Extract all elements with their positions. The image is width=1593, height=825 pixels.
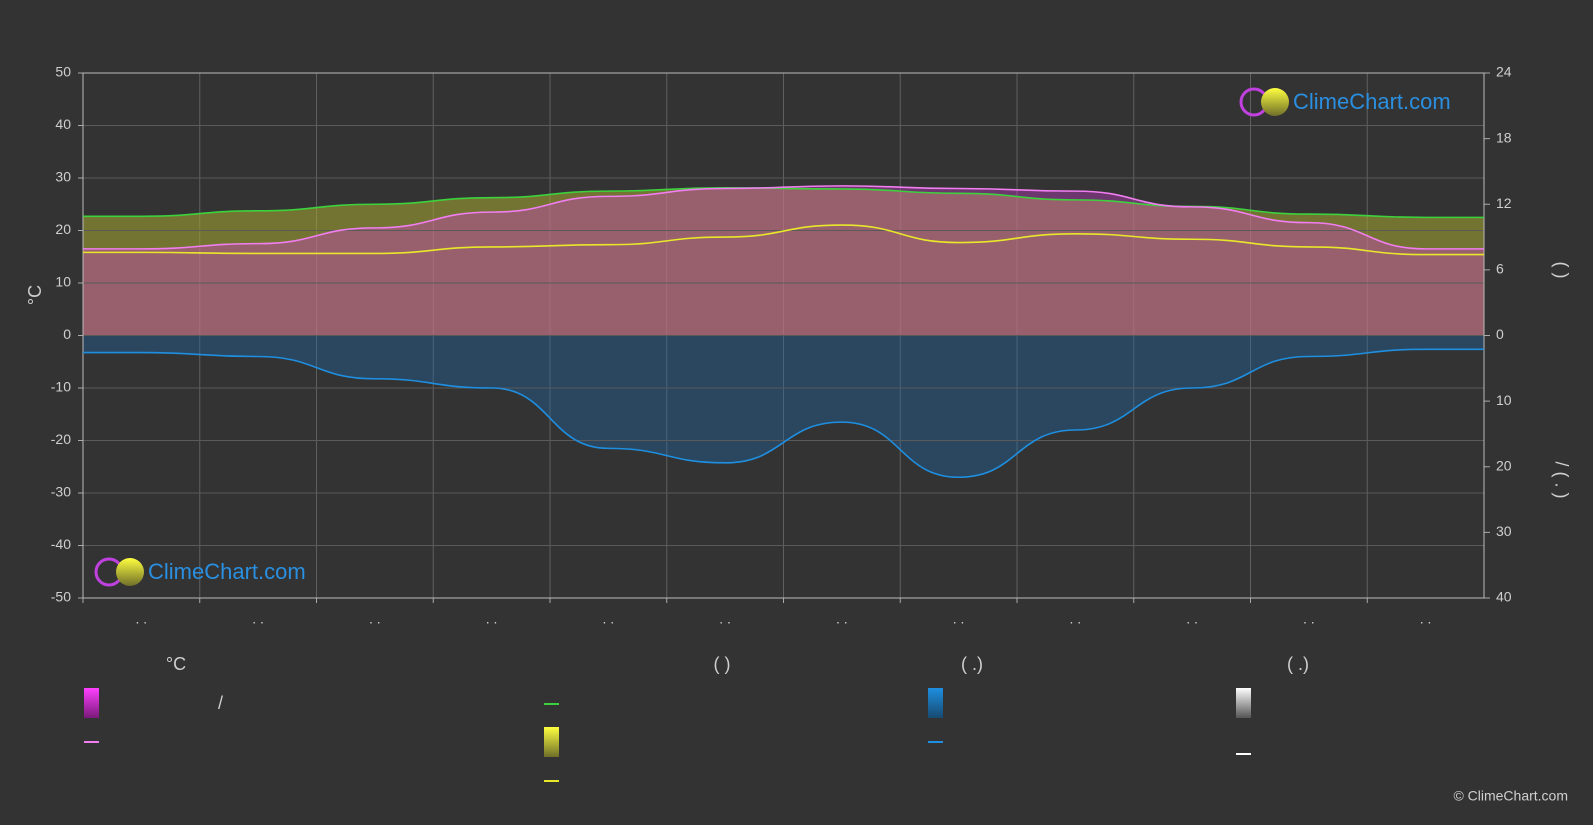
area — [83, 335, 1484, 478]
y2-tick-label: 24 — [1496, 64, 1512, 80]
legend-swatch — [544, 727, 559, 757]
legend-heading: °C — [166, 654, 186, 674]
legend-heading: ( .) — [1287, 654, 1309, 674]
x-tick-label: . . — [252, 611, 264, 627]
logo-sun — [116, 558, 144, 586]
legend: °C ( ) ( .) ( .) / — [84, 654, 1309, 757]
y-tick-label: -30 — [51, 484, 71, 500]
y2-tick-label: 18 — [1496, 129, 1512, 145]
y3-tick-label: 30 — [1496, 523, 1512, 539]
y-tick-label: 0 — [63, 326, 71, 342]
x-tick-label: . . — [1070, 611, 1082, 627]
y-tick-label: -10 — [51, 379, 71, 395]
x-tick-label: . . — [1420, 611, 1432, 627]
watermark-text: ClimeChart.com — [148, 559, 306, 584]
x-tick-label: . . — [953, 611, 965, 627]
legend-swatch — [1236, 688, 1251, 718]
x-tick-label: . . — [719, 611, 731, 627]
x-tick-label: . . — [1303, 611, 1315, 627]
y2-tick-label: 12 — [1496, 195, 1512, 211]
area — [83, 185, 1484, 336]
copyright: © ClimeChart.com — [1453, 788, 1568, 804]
y-tick-label: 50 — [55, 64, 71, 80]
y-tick-label: 40 — [55, 116, 71, 132]
y2-tick-label: 0 — [1496, 326, 1504, 342]
x-tick-label: . . — [136, 611, 148, 627]
x-tick-label: . . — [836, 611, 848, 627]
series-line — [83, 185, 1484, 250]
y3-tick-label: 10 — [1496, 392, 1512, 408]
watermark-text: ClimeChart.com — [1293, 89, 1451, 114]
logo-sun — [1261, 88, 1289, 116]
y-tick-label: -50 — [51, 589, 71, 605]
legend-heading: ( .) — [961, 654, 983, 674]
x-tick-label: . . — [486, 611, 498, 627]
y-tick-label: 20 — [55, 221, 71, 237]
y-tick-label: -40 — [51, 536, 71, 552]
x-tick-label: . . — [1186, 611, 1198, 627]
legend-text: / — [218, 693, 223, 713]
x-tick-label: . . — [603, 611, 615, 627]
y-axis-label: °C — [25, 285, 45, 305]
plot-area: -50 -40 -30 -20 -10 0 10 20 30 40 50 0 6 12 18 24 10 20 30… — [51, 64, 1512, 627]
legend-heading: ( ) — [714, 654, 731, 674]
y3-tick-label: 20 — [1496, 457, 1512, 473]
y3-tick-label: 40 — [1496, 589, 1512, 605]
legend-swatch — [84, 688, 99, 718]
watermark-top: ClimeChart.com — [1239, 87, 1451, 117]
y3-axis-label: / ( . ) — [1551, 462, 1571, 499]
area — [83, 187, 1484, 336]
y-tick-label: 30 — [55, 169, 71, 185]
y-tick-label: 10 — [55, 274, 71, 290]
x-tick-label: . . — [369, 611, 381, 627]
y-tick-label: -20 — [51, 431, 71, 447]
watermark-bottom: ClimeChart.com — [94, 557, 306, 587]
series-line — [83, 224, 1484, 256]
y2-tick-label: 6 — [1496, 261, 1504, 277]
series-line — [83, 348, 1484, 479]
legend-swatch — [928, 688, 943, 718]
series-line — [83, 187, 1484, 219]
y2-axis-label: ( ) — [1551, 262, 1571, 279]
